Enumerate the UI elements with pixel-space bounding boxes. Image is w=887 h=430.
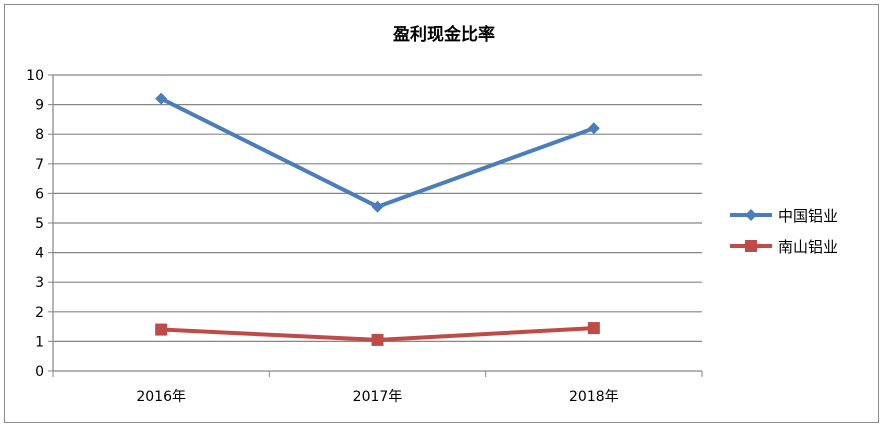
legend-item: 中国铝业	[730, 207, 838, 225]
data-point	[587, 322, 600, 335]
data-point	[371, 333, 384, 346]
y-tick-label: 10	[26, 68, 44, 84]
legend-label: 中国铝业	[778, 207, 838, 225]
y-tick-label: 6	[35, 186, 44, 202]
y-tick-label: 8	[35, 127, 44, 143]
legend-item: 南山铝业	[730, 238, 838, 256]
chart-title: 盈利现金比率	[392, 24, 495, 45]
legend-label: 南山铝业	[778, 238, 838, 256]
x-tick-label: 2018年	[569, 389, 619, 405]
data-point	[371, 200, 384, 213]
y-tick-label: 2	[35, 305, 44, 321]
x-tick-label: 2016年	[136, 389, 186, 405]
legend-marker	[745, 209, 757, 221]
axes: 0 1 2 3 4 5 6 7 8 9 10 2016年 2017年 2018年	[26, 68, 703, 405]
legend-marker	[745, 240, 757, 252]
y-tick-label: 1	[35, 334, 44, 350]
y-tick-label: 5	[35, 216, 44, 232]
series-line	[159, 96, 596, 209]
y-tick-label: 3	[35, 275, 44, 291]
y-tick-label: 9	[35, 98, 44, 114]
series-2	[155, 322, 600, 346]
series-1	[155, 92, 600, 213]
series-layer	[155, 92, 600, 346]
y-tick-label: 7	[35, 157, 44, 173]
y-tick-label: 4	[35, 246, 44, 262]
data-point	[155, 92, 168, 105]
x-tick-label: 2017年	[353, 389, 403, 405]
y-tick-label: 0	[35, 364, 44, 380]
data-point	[587, 122, 600, 135]
data-point	[155, 323, 168, 336]
